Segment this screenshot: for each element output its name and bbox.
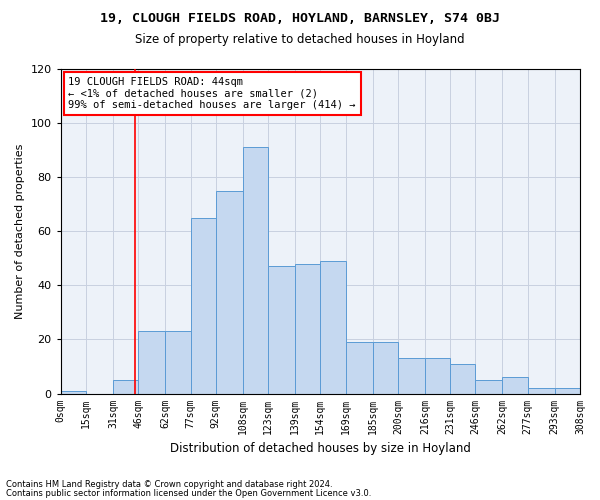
Bar xyxy=(268,266,295,394)
Text: 19 CLOUGH FIELDS ROAD: 44sqm
← <1% of detached houses are smaller (2)
99% of sem: 19 CLOUGH FIELDS ROAD: 44sqm ← <1% of de… xyxy=(68,77,356,110)
Bar xyxy=(502,378,528,394)
Bar xyxy=(138,332,165,394)
Bar xyxy=(320,261,346,394)
Bar xyxy=(191,218,216,394)
Bar xyxy=(398,358,425,394)
Text: Contains public sector information licensed under the Open Government Licence v3: Contains public sector information licen… xyxy=(6,489,371,498)
Bar xyxy=(295,264,320,394)
Bar xyxy=(528,388,555,394)
Bar xyxy=(216,190,243,394)
Text: 19, CLOUGH FIELDS ROAD, HOYLAND, BARNSLEY, S74 0BJ: 19, CLOUGH FIELDS ROAD, HOYLAND, BARNSLE… xyxy=(100,12,500,26)
Text: Contains HM Land Registry data © Crown copyright and database right 2024.: Contains HM Land Registry data © Crown c… xyxy=(6,480,332,489)
Bar xyxy=(113,380,138,394)
Y-axis label: Number of detached properties: Number of detached properties xyxy=(15,144,25,319)
Bar xyxy=(373,342,398,394)
X-axis label: Distribution of detached houses by size in Hoyland: Distribution of detached houses by size … xyxy=(170,442,471,455)
Bar xyxy=(243,148,268,394)
Text: Size of property relative to detached houses in Hoyland: Size of property relative to detached ho… xyxy=(135,32,465,46)
Bar xyxy=(450,364,475,394)
Bar xyxy=(555,388,580,394)
Bar xyxy=(346,342,373,394)
Bar xyxy=(61,391,86,394)
Bar xyxy=(165,332,191,394)
Bar xyxy=(425,358,450,394)
Bar xyxy=(475,380,502,394)
